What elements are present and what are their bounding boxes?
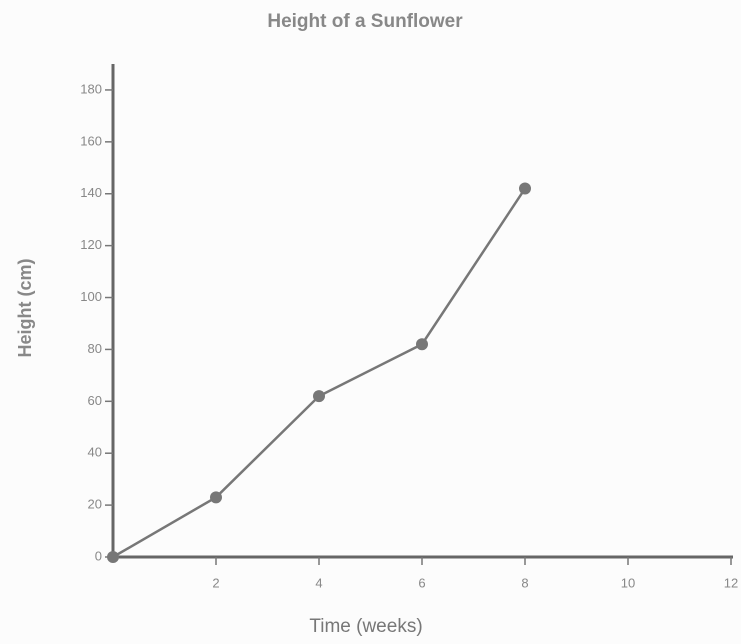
data-point — [107, 551, 119, 563]
data-point — [313, 390, 325, 403]
x-tick-label: 6 — [418, 575, 425, 590]
x-tick-label: 4 — [315, 575, 322, 590]
x-tick-label: 10 — [621, 575, 635, 590]
chart-title: Height of a Sunflower — [267, 11, 463, 32]
x-tick-label: 12 — [724, 575, 738, 590]
y-tick-label: 20 — [88, 497, 102, 512]
x-axis-label: Time (weeks) — [309, 616, 422, 637]
y-tick-label: 40 — [88, 445, 102, 460]
data-point — [210, 491, 222, 504]
x-tick-label: 2 — [212, 575, 219, 590]
y-tick-label: 100 — [80, 289, 102, 304]
data-point — [519, 182, 531, 195]
x-tick-label: 8 — [521, 575, 528, 590]
y-tick-label: 160 — [80, 133, 102, 148]
y-tick-label: 0 — [95, 548, 102, 563]
y-axis-label: Height (cm) — [15, 258, 35, 357]
data-point — [416, 338, 428, 351]
y-tick-label: 140 — [80, 185, 102, 200]
y-tick-label: 60 — [88, 393, 102, 408]
y-tick-label: 120 — [80, 237, 102, 252]
y-tick-label: 80 — [88, 341, 102, 356]
y-tick-label: 180 — [80, 81, 102, 96]
